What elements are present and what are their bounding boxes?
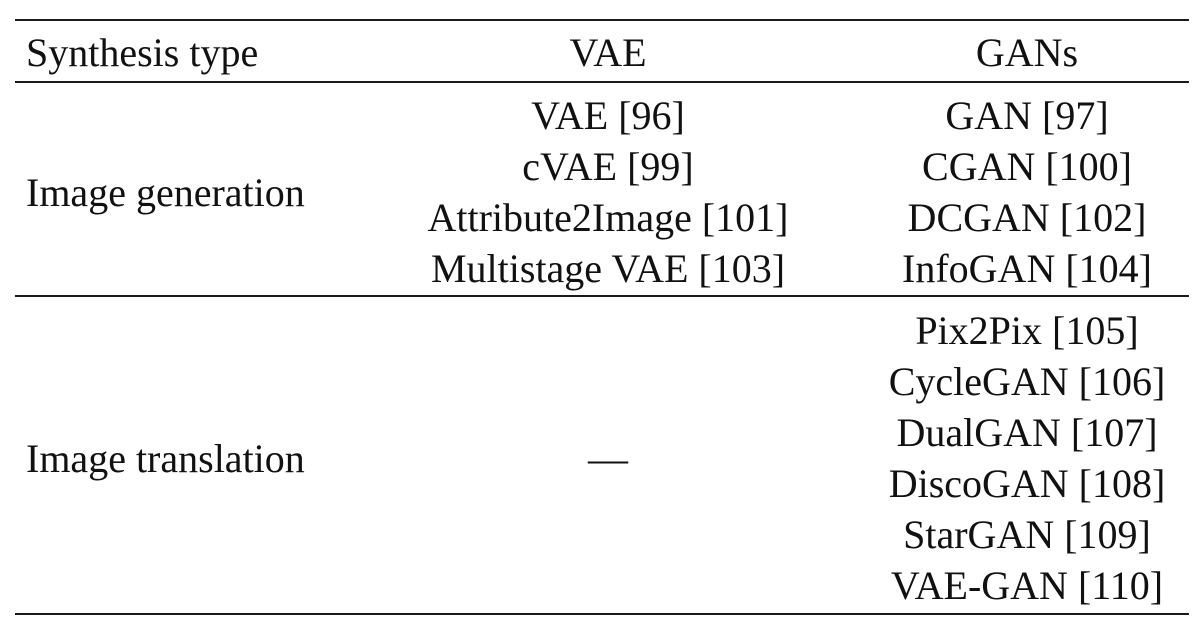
row-image-translation-gans-list: Pix2Pix [105] CycleGAN [106] DualGAN [10…: [889, 305, 1166, 611]
list-item: GAN [97]: [945, 93, 1109, 138]
list-item: InfoGAN [104]: [902, 246, 1152, 291]
header-gans: GANs: [975, 30, 1079, 75]
row-image-translation-type: Image translation: [26, 436, 305, 481]
list-item: VAE-GAN [110]: [890, 563, 1164, 608]
row-image-generation-vae-list: VAE [96] cVAE [99] Attribute2Image [101]…: [428, 90, 789, 294]
list-item: VAE [96]: [531, 93, 685, 138]
list-item: cVAE [99]: [522, 144, 694, 189]
top-rule: [15, 19, 1189, 21]
list-item: DualGAN [107]: [896, 410, 1158, 455]
list-item: Pix2Pix [105]: [915, 308, 1139, 353]
row-separator-rule: [15, 295, 1189, 297]
header-vae: VAE: [569, 30, 647, 75]
list-item: Multistage VAE [103]: [430, 246, 786, 291]
bottom-rule: [15, 613, 1189, 615]
list-item: DCGAN [102]: [907, 195, 1147, 240]
row-image-translation-vae-dash: —: [588, 436, 628, 481]
list-item: StarGAN [109]: [903, 512, 1151, 557]
list-item: CycleGAN [106]: [888, 359, 1166, 404]
header-rule: [15, 81, 1189, 83]
row-image-generation-type: Image generation: [26, 170, 305, 215]
list-item: CGAN [100]: [922, 144, 1132, 189]
row-image-generation-gans-list: GAN [97] CGAN [100] DCGAN [102] InfoGAN …: [902, 90, 1152, 294]
list-item: Attribute2Image [101]: [427, 195, 789, 240]
list-item: DiscoGAN [108]: [888, 461, 1166, 506]
header-synthesis-type: Synthesis type: [26, 30, 259, 75]
